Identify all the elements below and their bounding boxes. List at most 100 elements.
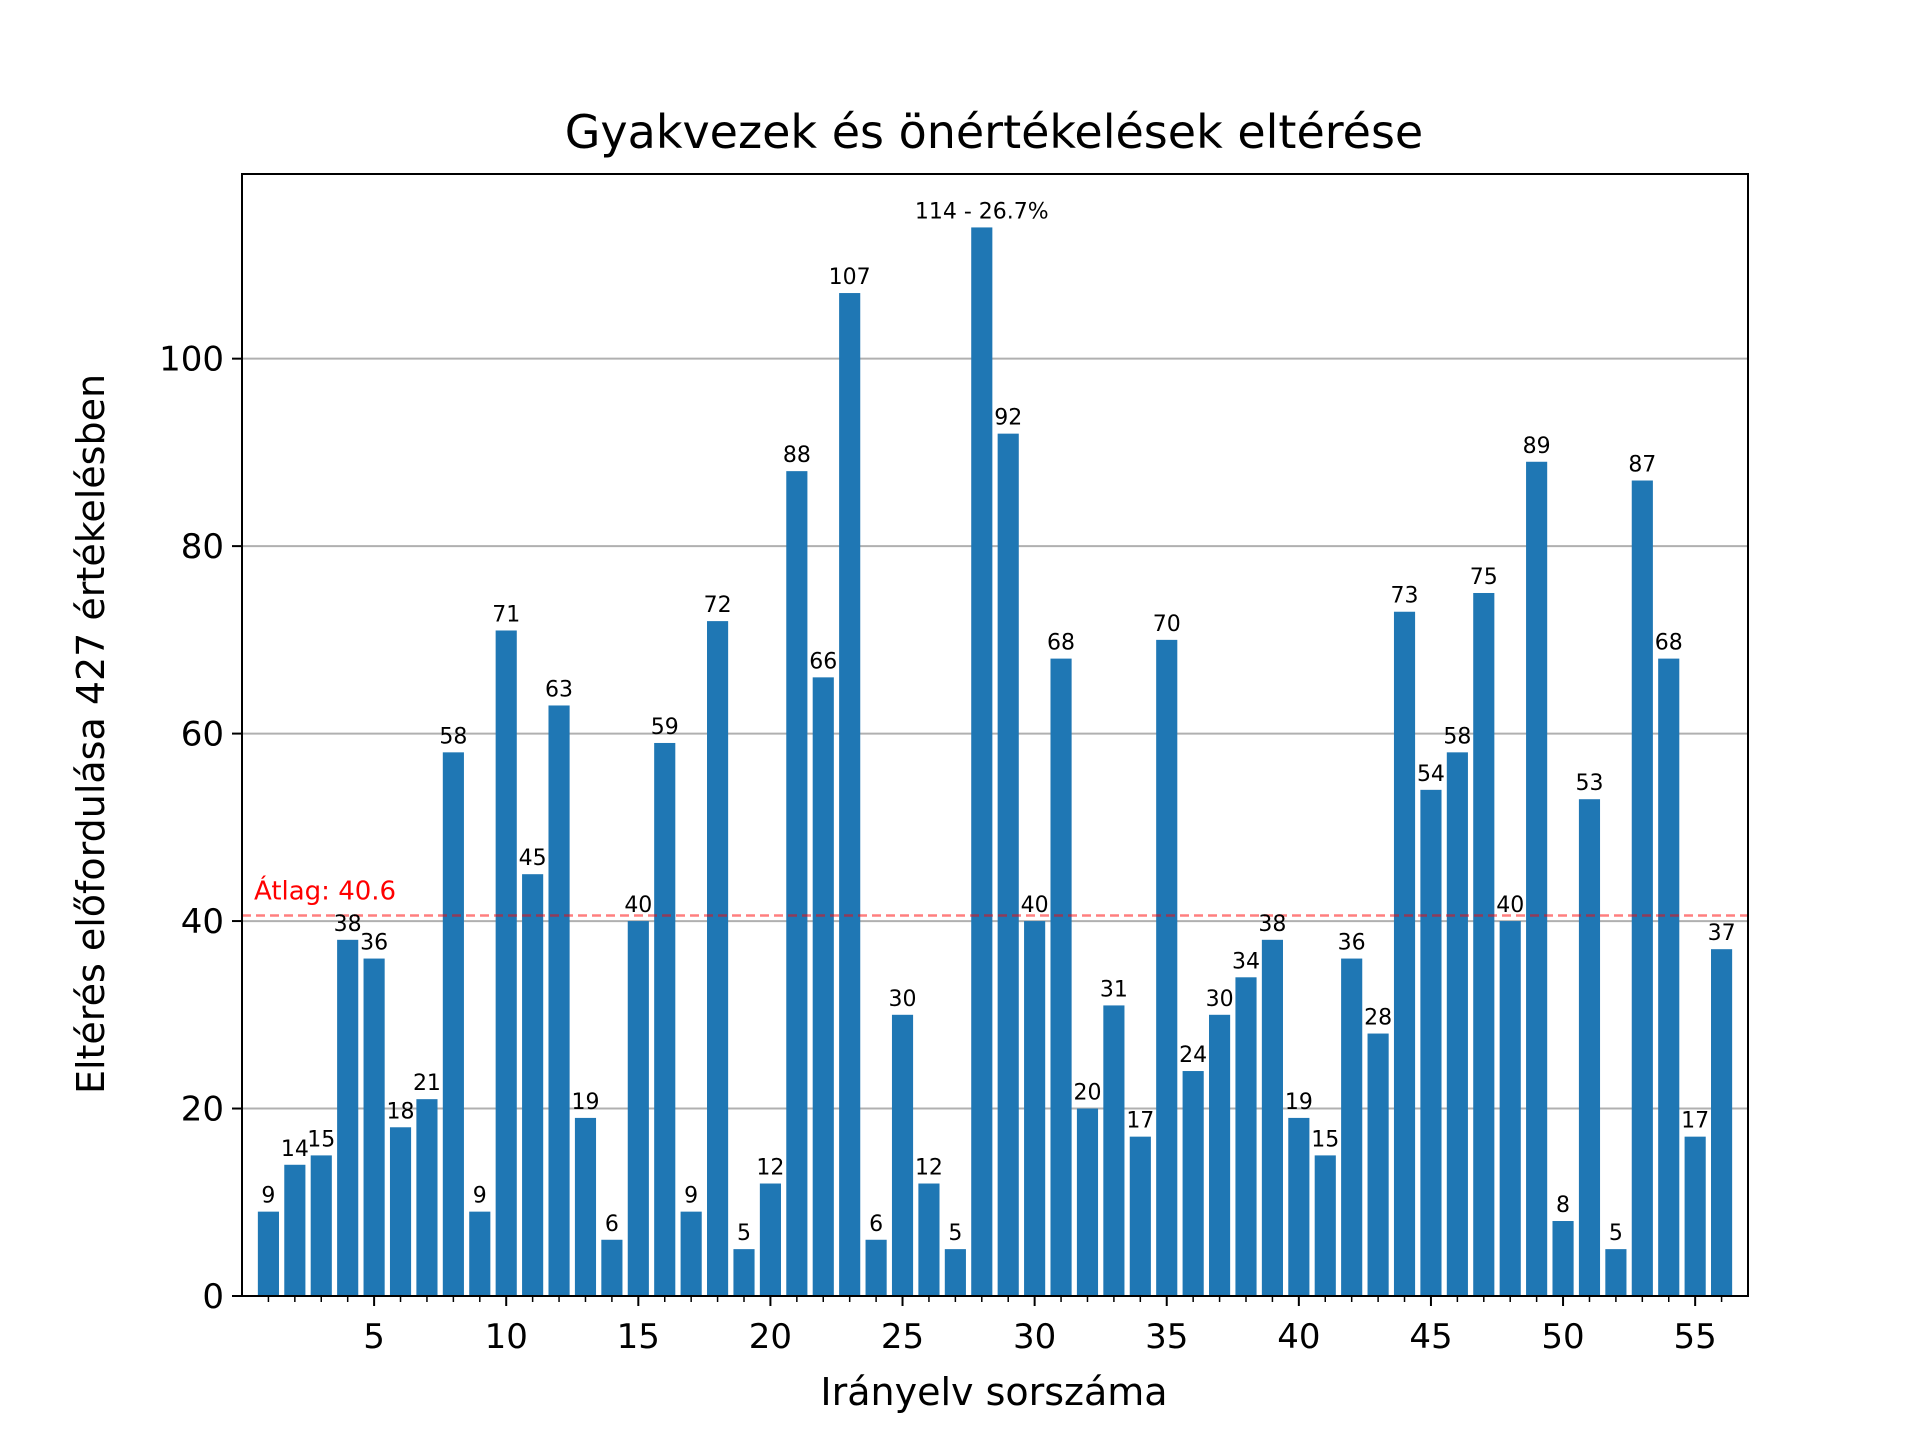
bar-36	[1183, 1071, 1204, 1296]
bar-8	[443, 752, 464, 1296]
bar-value-label-39: 38	[1258, 912, 1286, 937]
bar-28	[971, 227, 992, 1296]
bar-9	[469, 1212, 490, 1296]
bar-53	[1632, 481, 1653, 1296]
x-tick-label-25: 25	[881, 1317, 924, 1357]
bar-22	[813, 677, 834, 1296]
bar-value-label-9: 9	[473, 1184, 487, 1209]
bar-value-label-45: 54	[1417, 762, 1445, 787]
bar-value-label-31: 68	[1047, 631, 1075, 656]
bar-24	[866, 1240, 887, 1296]
bar-value-label-3: 15	[307, 1127, 335, 1152]
bar-54	[1658, 659, 1679, 1296]
bar-15	[628, 921, 649, 1296]
bar-33	[1103, 1005, 1124, 1296]
bar-value-label-40: 19	[1285, 1090, 1313, 1115]
bar-value-label-10: 71	[492, 602, 520, 627]
bar-value-label-23: 107	[829, 265, 871, 290]
bar-4	[337, 940, 358, 1296]
x-tick-label-5: 5	[363, 1317, 385, 1357]
bar-21	[786, 471, 807, 1296]
bar-value-label-37: 30	[1206, 987, 1234, 1012]
bar-value-label-28: 114 - 26.7%	[915, 199, 1049, 224]
bar-44	[1394, 612, 1415, 1296]
bar-14	[601, 1240, 622, 1296]
bar-value-label-8: 58	[439, 724, 467, 749]
bar-48	[1500, 921, 1521, 1296]
bar-value-label-19: 5	[737, 1221, 751, 1246]
bar-value-label-18: 72	[704, 593, 732, 618]
bar-46	[1447, 752, 1468, 1296]
bar-value-label-36: 24	[1179, 1043, 1207, 1068]
bar-13	[575, 1118, 596, 1296]
bar-value-label-34: 17	[1126, 1109, 1154, 1134]
bar-value-label-22: 66	[809, 649, 837, 674]
x-axis-ticks: 5 10 15 20 25 30 35 40 45 50 55	[268, 1296, 1721, 1357]
bar-value-label-2: 14	[281, 1137, 309, 1162]
bar-32	[1077, 1109, 1098, 1296]
bar-value-label-20: 12	[756, 1156, 784, 1181]
bar-49	[1526, 462, 1547, 1296]
bar-value-label-13: 19	[571, 1090, 599, 1115]
bar-value-label-35: 70	[1153, 612, 1181, 637]
bar-18	[707, 621, 728, 1296]
bar-value-label-48: 40	[1496, 893, 1524, 918]
y-axis-ticks: 0 20 40 60 80 100	[159, 340, 242, 1317]
bar-51	[1579, 799, 1600, 1296]
bar-value-label-6: 18	[387, 1099, 415, 1124]
bar-2	[284, 1165, 305, 1296]
bar-30	[1024, 921, 1045, 1296]
x-tick-label-15: 15	[617, 1317, 660, 1357]
bar-value-label-29: 92	[994, 406, 1022, 431]
bar-value-label-41: 15	[1311, 1127, 1339, 1152]
bar-value-label-44: 73	[1391, 584, 1419, 609]
bar-value-label-56: 37	[1708, 921, 1736, 946]
y-tick-label-60: 60	[181, 715, 224, 755]
bar-value-label-25: 30	[889, 987, 917, 1012]
bar-20	[760, 1184, 781, 1296]
gridlines	[242, 359, 1748, 1296]
bar-47	[1473, 593, 1494, 1296]
bar-38	[1235, 977, 1256, 1296]
bar-7	[416, 1099, 437, 1296]
bar-25	[892, 1015, 913, 1296]
bar-34	[1130, 1137, 1151, 1296]
bar-17	[681, 1212, 702, 1296]
bar-52	[1605, 1249, 1626, 1296]
bar-value-label-33: 31	[1100, 977, 1128, 1002]
x-tick-label-40: 40	[1277, 1317, 1320, 1357]
y-axis-label: Eltérés előfordulása 427 értékelésben	[69, 374, 113, 1094]
bar-45	[1420, 790, 1441, 1296]
bar-39	[1262, 940, 1283, 1296]
bar-value-label-27: 5	[948, 1221, 962, 1246]
bar-42	[1341, 959, 1362, 1296]
x-tick-label-50: 50	[1541, 1317, 1584, 1357]
bar-value-label-5: 36	[360, 931, 388, 956]
x-tick-label-20: 20	[749, 1317, 792, 1357]
x-tick-label-35: 35	[1145, 1317, 1188, 1357]
bar-value-label-17: 9	[684, 1184, 698, 1209]
x-axis-label: Irányelv sorszáma	[820, 1370, 1167, 1414]
bar-55	[1685, 1137, 1706, 1296]
mean-label: Átlag: 40.6	[254, 874, 396, 906]
bar-23	[839, 293, 860, 1296]
bar-value-label-54: 68	[1655, 631, 1683, 656]
bar-19	[733, 1249, 754, 1296]
bar-value-label-11: 45	[519, 846, 547, 871]
chart-title: Gyakvezek és önértékelések eltérése	[565, 105, 1423, 159]
bar-43	[1368, 1034, 1389, 1296]
bar-value-label-50: 8	[1556, 1193, 1570, 1218]
bar-value-label-21: 88	[783, 443, 811, 468]
bar-value-label-30: 40	[1021, 893, 1049, 918]
x-tick-label-10: 10	[485, 1317, 528, 1357]
bar-value-label-42: 36	[1338, 931, 1366, 956]
bar-1	[258, 1212, 279, 1296]
bar-value-label-7: 21	[413, 1071, 441, 1096]
bar-31	[1050, 659, 1071, 1296]
bar-value-label-52: 5	[1609, 1221, 1623, 1246]
bar-29	[998, 434, 1019, 1296]
bar-value-label-51: 53	[1575, 771, 1603, 796]
bar-value-label-53: 87	[1628, 453, 1656, 478]
bar-50	[1552, 1221, 1573, 1296]
bar-6	[390, 1127, 411, 1296]
